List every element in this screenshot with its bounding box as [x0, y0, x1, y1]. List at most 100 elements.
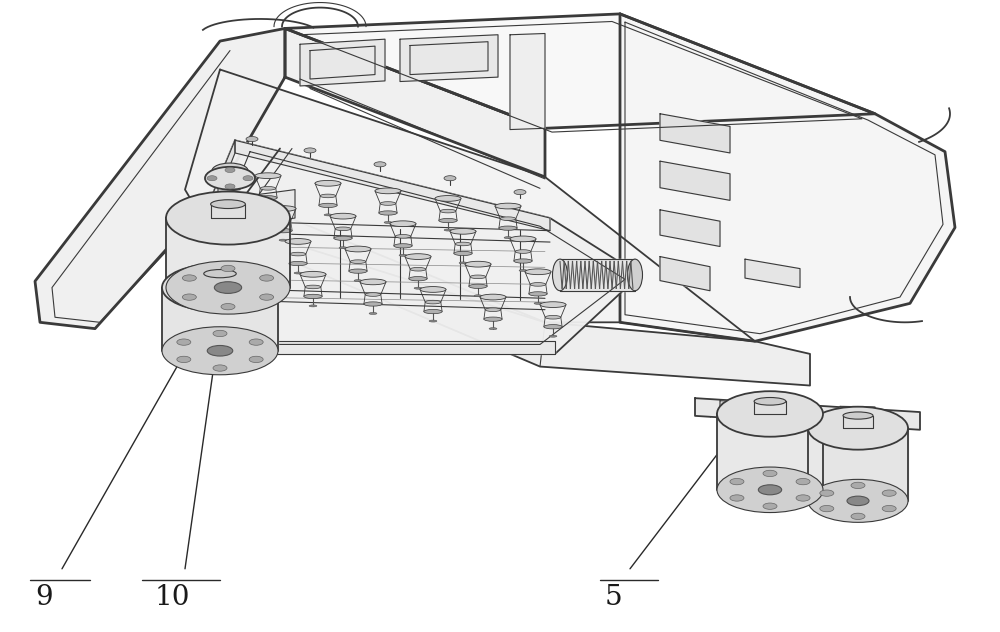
Ellipse shape [334, 236, 352, 240]
Ellipse shape [213, 365, 227, 371]
Ellipse shape [207, 176, 217, 181]
Polygon shape [660, 257, 710, 291]
Ellipse shape [851, 513, 865, 520]
Ellipse shape [294, 272, 302, 274]
Ellipse shape [450, 228, 476, 234]
Ellipse shape [847, 496, 869, 506]
Ellipse shape [530, 283, 546, 286]
Polygon shape [285, 28, 545, 177]
Ellipse shape [529, 292, 547, 296]
Polygon shape [840, 406, 875, 413]
Ellipse shape [264, 206, 272, 209]
Ellipse shape [717, 467, 823, 513]
Ellipse shape [444, 176, 456, 181]
Ellipse shape [182, 275, 196, 281]
Polygon shape [843, 416, 873, 428]
Ellipse shape [730, 495, 744, 501]
Ellipse shape [260, 186, 276, 190]
Ellipse shape [259, 196, 277, 200]
Ellipse shape [435, 195, 461, 202]
Ellipse shape [515, 250, 531, 253]
Ellipse shape [319, 204, 337, 207]
Polygon shape [660, 161, 730, 200]
Polygon shape [170, 140, 640, 354]
Ellipse shape [843, 412, 873, 419]
Ellipse shape [320, 194, 336, 198]
Polygon shape [162, 288, 278, 351]
Ellipse shape [469, 284, 487, 288]
Ellipse shape [375, 188, 401, 194]
Ellipse shape [225, 167, 235, 173]
Ellipse shape [495, 203, 521, 209]
Polygon shape [185, 70, 755, 341]
Ellipse shape [374, 162, 386, 167]
Ellipse shape [324, 214, 332, 216]
Ellipse shape [204, 270, 236, 277]
Ellipse shape [177, 356, 191, 363]
Text: 10: 10 [155, 584, 190, 611]
Ellipse shape [290, 252, 306, 256]
Ellipse shape [489, 327, 497, 330]
Ellipse shape [820, 490, 834, 496]
Ellipse shape [246, 137, 258, 142]
Ellipse shape [260, 294, 274, 300]
Ellipse shape [549, 335, 557, 337]
Ellipse shape [444, 229, 452, 231]
Polygon shape [695, 398, 920, 430]
Ellipse shape [882, 490, 896, 496]
Polygon shape [300, 39, 385, 86]
Ellipse shape [162, 264, 278, 312]
Ellipse shape [360, 279, 386, 285]
Ellipse shape [474, 295, 482, 297]
Ellipse shape [544, 325, 562, 329]
Ellipse shape [221, 265, 235, 272]
Ellipse shape [182, 294, 196, 300]
Polygon shape [510, 33, 545, 130]
Ellipse shape [335, 227, 351, 231]
Ellipse shape [425, 300, 441, 304]
Ellipse shape [399, 254, 407, 257]
Ellipse shape [525, 269, 551, 275]
Polygon shape [780, 403, 815, 410]
Ellipse shape [628, 259, 642, 291]
Polygon shape [230, 341, 555, 354]
Ellipse shape [519, 269, 527, 272]
Ellipse shape [304, 295, 322, 298]
Ellipse shape [730, 478, 744, 485]
Polygon shape [754, 401, 786, 414]
Polygon shape [215, 190, 810, 386]
Ellipse shape [379, 211, 397, 215]
Ellipse shape [796, 495, 810, 501]
Ellipse shape [214, 282, 242, 293]
Polygon shape [745, 259, 800, 288]
Ellipse shape [763, 503, 777, 509]
Ellipse shape [207, 346, 233, 356]
Polygon shape [204, 274, 236, 288]
Ellipse shape [808, 479, 908, 522]
Polygon shape [170, 140, 235, 305]
Text: 9: 9 [35, 584, 53, 611]
Polygon shape [717, 414, 823, 490]
Ellipse shape [514, 190, 526, 195]
Polygon shape [211, 204, 245, 218]
Ellipse shape [279, 239, 287, 241]
Ellipse shape [390, 221, 416, 227]
Ellipse shape [243, 176, 253, 181]
Ellipse shape [484, 317, 502, 321]
Ellipse shape [249, 356, 263, 363]
Polygon shape [285, 14, 875, 128]
Ellipse shape [394, 244, 412, 248]
Ellipse shape [315, 180, 341, 186]
Polygon shape [660, 210, 720, 246]
Ellipse shape [499, 226, 517, 230]
Ellipse shape [500, 217, 516, 221]
Ellipse shape [369, 312, 377, 315]
Ellipse shape [300, 271, 326, 277]
Ellipse shape [205, 167, 255, 190]
Ellipse shape [304, 148, 316, 153]
Ellipse shape [514, 259, 532, 263]
Ellipse shape [345, 246, 371, 252]
Ellipse shape [166, 261, 290, 314]
Ellipse shape [177, 339, 191, 345]
Ellipse shape [540, 301, 566, 308]
